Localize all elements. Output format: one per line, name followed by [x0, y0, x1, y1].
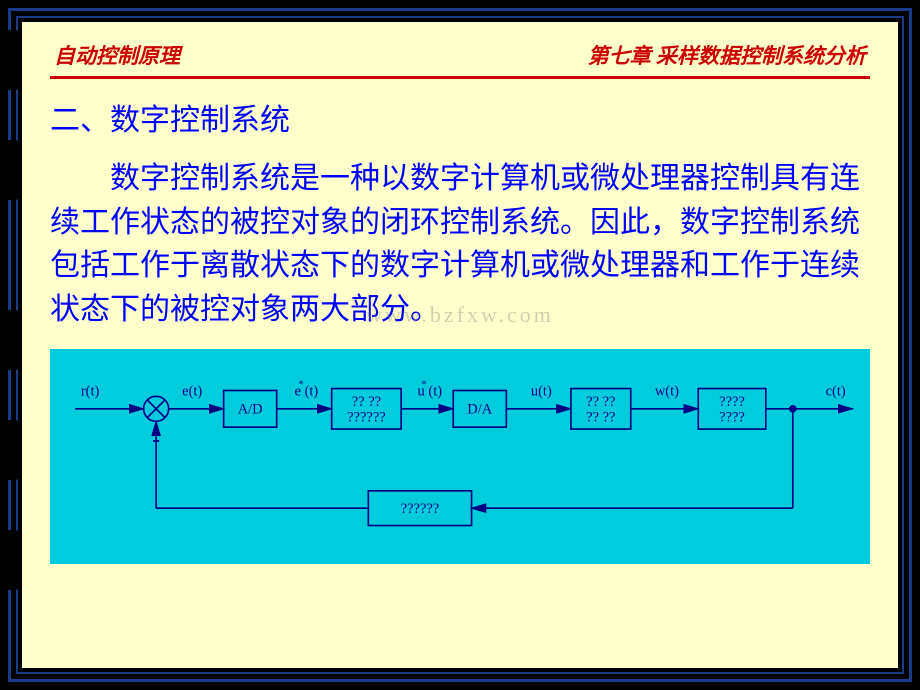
diagram-svg: r(t)-e(t)A/De (t)*?? ????????u (t)*D/Au(…	[50, 349, 870, 556]
body-paragraph: 数字控制系统是一种以数字计算机或微处理器控制具有连续工作状态的被控对象的闭环控制…	[50, 157, 870, 331]
header-rule	[50, 76, 870, 79]
svg-text:?? ??: ?? ??	[352, 394, 381, 410]
svg-text:w(t): w(t)	[655, 383, 679, 399]
svg-text:r(t): r(t)	[81, 383, 100, 399]
block-diagram: r(t)-e(t)A/De (t)*?? ????????u (t)*D/Au(…	[50, 349, 870, 564]
header-left: 自动控制原理	[54, 40, 180, 70]
svg-text:????: ????	[719, 394, 745, 410]
header-right: 第七章 采样数据控制系统分析	[588, 40, 866, 70]
svg-text:????: ????	[719, 409, 745, 425]
svg-text:A/D: A/D	[238, 402, 263, 418]
slide-content: 自动控制原理 第七章 采样数据控制系统分析 二、数字控制系统 数字控制系统是一种…	[22, 22, 898, 668]
svg-text:e(t): e(t)	[182, 383, 202, 399]
svg-text:??????: ??????	[401, 501, 440, 517]
header-row: 自动控制原理 第七章 采样数据控制系统分析	[50, 40, 870, 76]
svg-text:??????: ??????	[347, 409, 386, 425]
svg-text:*: *	[421, 380, 426, 391]
svg-text:u(t): u(t)	[531, 383, 552, 399]
svg-text:?? ??: ?? ??	[586, 394, 615, 410]
svg-text:*: *	[298, 380, 303, 391]
section-title: 二、数字控制系统	[50, 95, 870, 139]
svg-text:c(t): c(t)	[826, 383, 846, 399]
svg-text:?? ??: ?? ??	[586, 409, 615, 425]
svg-text:D/A: D/A	[467, 402, 492, 418]
